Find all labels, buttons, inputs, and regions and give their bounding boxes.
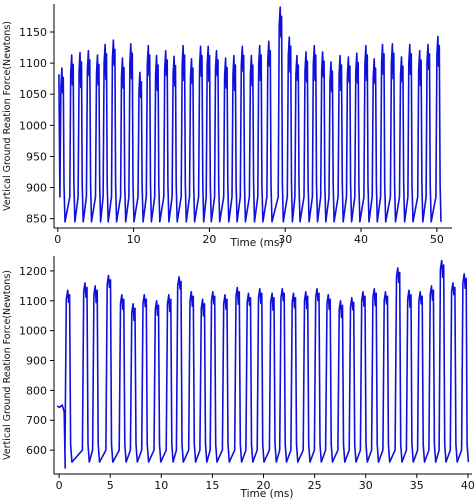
x-tick-label: 35 (410, 479, 424, 492)
y-tick-label: 1100 (19, 57, 47, 70)
y-tick-label: 700 (26, 414, 47, 427)
x-tick-label: 40 (461, 479, 474, 492)
y-tick-label: 850 (26, 213, 47, 226)
x-tick-label: 15 (205, 479, 219, 492)
y-tick-label: 1050 (19, 88, 47, 101)
x-tick-label: 30 (278, 233, 292, 246)
y-tick-label: 900 (26, 355, 47, 368)
x-axis-label: Time (ms) (230, 237, 284, 249)
y-axis-label: Vertical Ground Reation Force(Newtons) (2, 21, 13, 211)
y-tick-label: 950 (26, 150, 47, 163)
y-tick-label: 1000 (19, 119, 47, 132)
x-tick-label: 40 (354, 233, 368, 246)
x-tick-label: 20 (257, 479, 271, 492)
x-axis-label: Time (ms) (240, 488, 294, 500)
x-tick-label: 25 (308, 479, 322, 492)
y-tick-label: 800 (26, 384, 47, 397)
y-tick-label: 1150 (19, 26, 47, 39)
x-tick-label: 30 (359, 479, 373, 492)
x-tick-label: 0 (56, 479, 63, 492)
force-series-line (56, 259, 470, 469)
y-axis-label: Vertical Ground Reation Force(Newtons) (2, 270, 13, 460)
x-tick-label: 5 (107, 479, 114, 492)
y-tick-label: 600 (26, 444, 47, 457)
x-tick-label: 10 (127, 233, 141, 246)
x-tick-label: 20 (202, 233, 216, 246)
y-tick-label: 1100 (19, 295, 47, 308)
bottom-chart: 0 5 10 15 20 25 30 35 40 600 700 800 900 1000 1100 1200… (2, 256, 474, 500)
top-chart: 0 10 20 30 40 50 850 900 950 1000 1050 1100 1150 Time… (2, 4, 452, 249)
force-series-line (58, 6, 442, 223)
y-tick-label: 1200 (19, 265, 47, 278)
x-tick-label: 0 (54, 233, 61, 246)
y-tick-label: 900 (26, 182, 47, 195)
y-tick-label: 1000 (19, 325, 47, 338)
x-tick-label: 50 (430, 233, 444, 246)
x-tick-label: 10 (154, 479, 168, 492)
